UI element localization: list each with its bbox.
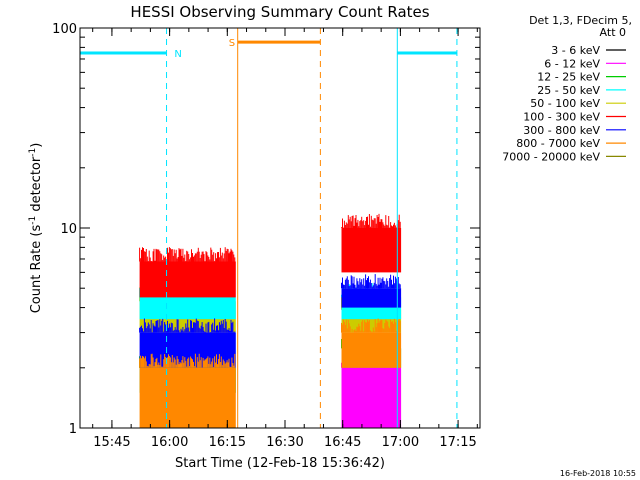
band-fill [341, 288, 402, 308]
x-tick-label: 16:15 [209, 435, 246, 450]
legend-label: 7000 - 20000 keV [502, 150, 600, 163]
band-fill [139, 261, 236, 298]
legend-label: 100 - 300 keV [523, 111, 600, 124]
series-100-300-kev-segment [341, 213, 402, 273]
y-axis-label: Count Rate (s-1 detector-1) [28, 143, 44, 314]
series-300-800-kev-segment [341, 274, 402, 308]
legend-label: 800 - 7000 keV [516, 137, 600, 150]
y-tick-label: 1 [69, 422, 77, 437]
legend-item: 6 - 12 keV [544, 57, 626, 70]
x-tick-label: 17:15 [439, 435, 476, 450]
flag-bar [80, 51, 167, 55]
legend-item: 7000 - 20000 keV [502, 150, 626, 163]
flag-label: N [174, 49, 181, 60]
legend-item: 25 - 50 keV [537, 84, 626, 97]
band-fill [139, 297, 236, 320]
band-fill [341, 367, 402, 428]
x-tick-label: 17:00 [382, 435, 419, 450]
band-fill [341, 332, 402, 368]
x-tick-label: 15:45 [93, 435, 130, 450]
legend-header: Att 0 [600, 26, 626, 39]
legend-label: 300 - 800 keV [523, 124, 600, 137]
y-tick-label: 100 [52, 22, 77, 37]
legend-item: 300 - 800 keV [523, 124, 626, 137]
x-axis-label: Start Time (12-Feb-18 15:36:42) [175, 456, 385, 471]
flag-bar [237, 40, 321, 44]
series-100-300-kev-segment [139, 247, 236, 298]
flag-label: S [229, 38, 235, 49]
y-tick-label: 10 [60, 222, 77, 237]
legend-item: 100 - 300 keV [523, 111, 626, 124]
legend-header: Det 1,3, FDecim 5, [529, 14, 632, 27]
band-fill [341, 228, 402, 273]
axes-layer: 15:45 16:00 16:15 16:30 16:45 17:00 17:15 1 10 10… [52, 22, 480, 450]
legend-label: 12 - 25 keV [537, 71, 600, 84]
x-tick-label: 16:45 [324, 435, 361, 450]
legend-item: 3 - 6 keV [551, 44, 626, 57]
chart-title: HESSI Observing Summary Count Rates [130, 3, 429, 21]
legend-item: 800 - 7000 keV [516, 137, 626, 150]
legend-item: 50 - 100 keV [530, 97, 626, 110]
legend-label: 50 - 100 keV [530, 97, 600, 110]
series-800-7000-kev-segment [341, 318, 402, 368]
chart-data-layer [139, 213, 402, 428]
flag-bar [397, 51, 457, 55]
series-800-7000-kev-segment [139, 353, 236, 428]
legend-label: 6 - 12 keV [544, 57, 600, 70]
footer-timestamp: 16-Feb-2018 10:55 [560, 469, 636, 478]
legend-item: 12 - 25 keV [537, 71, 626, 84]
legend-label: 3 - 6 keV [551, 44, 600, 57]
flag-s: S [229, 28, 321, 428]
band-fill [139, 367, 236, 428]
x-tick-label: 16:30 [266, 435, 303, 450]
legend-label: 25 - 50 keV [537, 84, 600, 97]
x-tick-label: 16:00 [151, 435, 188, 450]
